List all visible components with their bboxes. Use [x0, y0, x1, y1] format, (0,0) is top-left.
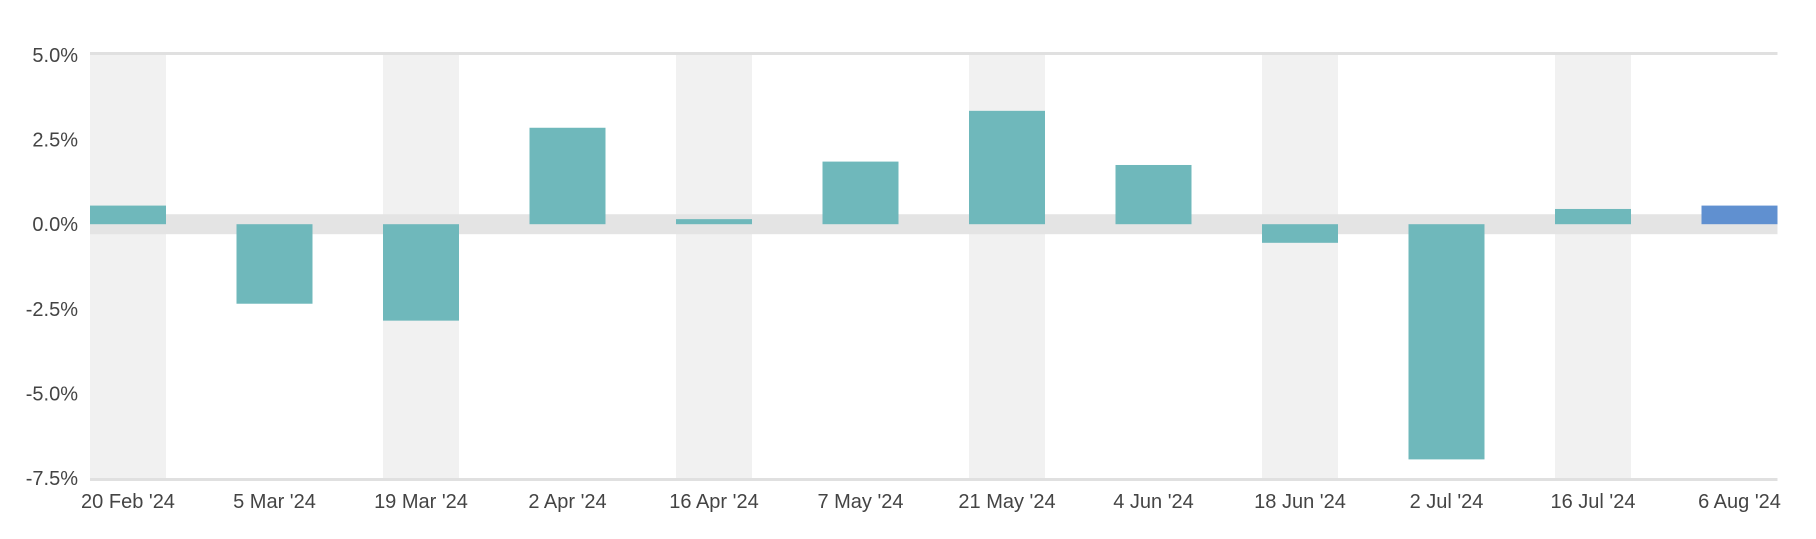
bar[interactable] [1262, 224, 1338, 243]
bar[interactable] [383, 224, 459, 321]
column-band [90, 55, 166, 478]
column-band [1262, 55, 1338, 478]
y-axis-tick-labels: 5.0% 2.5% 0.0% -2.5% -5.0% -7.5% [26, 45, 78, 490]
bar[interactable] [969, 110, 1045, 225]
bar[interactable] [1555, 208, 1631, 225]
x-tick-label: 4 Jun '24 [1113, 491, 1194, 513]
bar[interactable] [529, 127, 606, 225]
x-tick-label: 16 Jul '24 [1551, 491, 1636, 513]
bar[interactable] [676, 219, 752, 225]
y-tick-label: -5.0% [26, 383, 78, 405]
x-tick-label: 20 Feb '24 [81, 491, 175, 513]
y-tick-label: 2.5% [32, 130, 78, 152]
x-tick-label: 21 May '24 [958, 491, 1055, 513]
zero-band [90, 214, 1778, 235]
bar[interactable] [1115, 164, 1192, 225]
bottom-axis-line [90, 478, 1778, 481]
x-axis-tick-labels: 20 Feb '24 5 Mar '24 19 Mar '24 2 Apr '24 16… [81, 491, 1781, 513]
column-band [1555, 55, 1631, 478]
top-axis-line [90, 52, 1778, 55]
zero-line-band [90, 214, 1778, 235]
bar[interactable] [90, 205, 166, 225]
x-tick-label: 19 Mar '24 [374, 491, 468, 513]
axis-lines [90, 52, 1778, 481]
x-tick-label: 16 Apr '24 [669, 491, 758, 513]
x-tick-label: 2 Apr '24 [528, 491, 606, 513]
bar[interactable] [822, 161, 899, 225]
y-tick-label: 0.0% [32, 214, 78, 236]
column-bands [90, 55, 1631, 478]
y-tick-label: -2.5% [26, 299, 78, 321]
y-tick-label: -7.5% [26, 468, 78, 490]
x-tick-label: 6 Aug '24 [1698, 491, 1781, 513]
column-band [676, 55, 752, 478]
bar[interactable] [1701, 205, 1778, 225]
bar[interactable] [1408, 224, 1485, 460]
y-tick-label: 5.0% [32, 45, 78, 67]
x-tick-label: 18 Jun '24 [1254, 491, 1346, 513]
bars [90, 110, 1778, 460]
bar[interactable] [236, 224, 313, 304]
x-tick-label: 7 May '24 [817, 491, 903, 513]
x-tick-label: 5 Mar '24 [233, 491, 316, 513]
x-tick-label: 2 Jul '24 [1410, 491, 1484, 513]
